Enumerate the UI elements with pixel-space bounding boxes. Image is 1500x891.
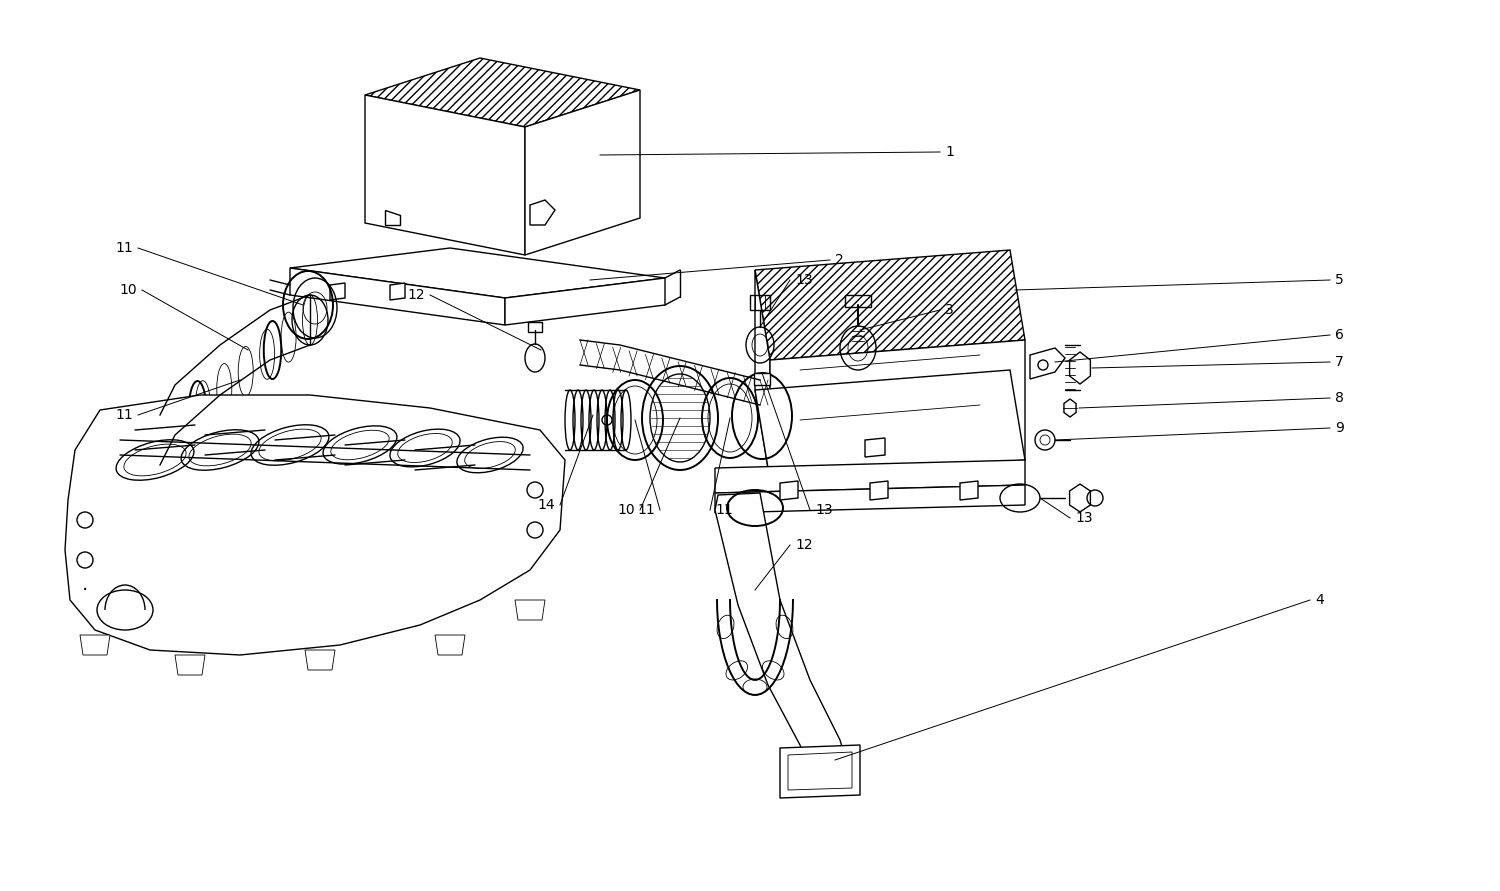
Polygon shape [80,635,110,655]
Polygon shape [364,95,525,255]
Text: 2: 2 [836,253,843,267]
Polygon shape [435,635,465,655]
Polygon shape [754,373,770,385]
Polygon shape [780,481,798,500]
Text: 10: 10 [618,503,634,517]
Text: ·: · [82,581,88,600]
Text: 4: 4 [1316,593,1323,607]
Polygon shape [780,745,859,798]
Polygon shape [770,340,1024,480]
Polygon shape [330,283,345,300]
Text: 3: 3 [945,303,954,317]
Text: 6: 6 [1335,328,1344,342]
Text: 14: 14 [537,498,555,512]
Polygon shape [525,90,640,255]
Polygon shape [1070,484,1090,512]
Text: 9: 9 [1335,421,1344,435]
Text: 13: 13 [795,273,813,287]
Text: 11: 11 [116,241,134,255]
Polygon shape [716,485,1024,513]
Text: 11: 11 [638,503,656,517]
Polygon shape [290,248,664,298]
Polygon shape [754,370,1024,480]
Text: 13: 13 [1076,511,1092,525]
Polygon shape [870,481,888,500]
Polygon shape [754,250,1024,360]
Polygon shape [788,752,852,790]
Polygon shape [506,278,664,325]
Polygon shape [960,481,978,500]
Polygon shape [304,650,334,670]
Text: 8: 8 [1335,391,1344,405]
Text: 13: 13 [815,503,833,517]
Bar [528,322,542,332]
Polygon shape [754,270,770,480]
Text: 7: 7 [1335,355,1344,369]
Polygon shape [64,395,566,655]
Text: 12: 12 [795,538,813,552]
Polygon shape [865,438,885,457]
Polygon shape [386,210,400,225]
Text: 11: 11 [116,408,134,422]
Polygon shape [1030,348,1065,379]
Text: 1: 1 [945,145,954,159]
Text: 11: 11 [716,503,732,517]
Polygon shape [176,655,206,675]
Text: 5: 5 [1335,273,1344,287]
Text: 10: 10 [120,283,136,297]
Bar [844,295,871,307]
Polygon shape [390,283,405,300]
Polygon shape [1064,399,1076,417]
Polygon shape [1070,352,1090,384]
Polygon shape [514,600,544,620]
Polygon shape [290,268,506,325]
Polygon shape [716,493,855,792]
Polygon shape [530,200,555,225]
Polygon shape [716,460,1024,493]
Text: 12: 12 [408,288,424,302]
Polygon shape [364,58,640,127]
Bar [750,295,770,310]
